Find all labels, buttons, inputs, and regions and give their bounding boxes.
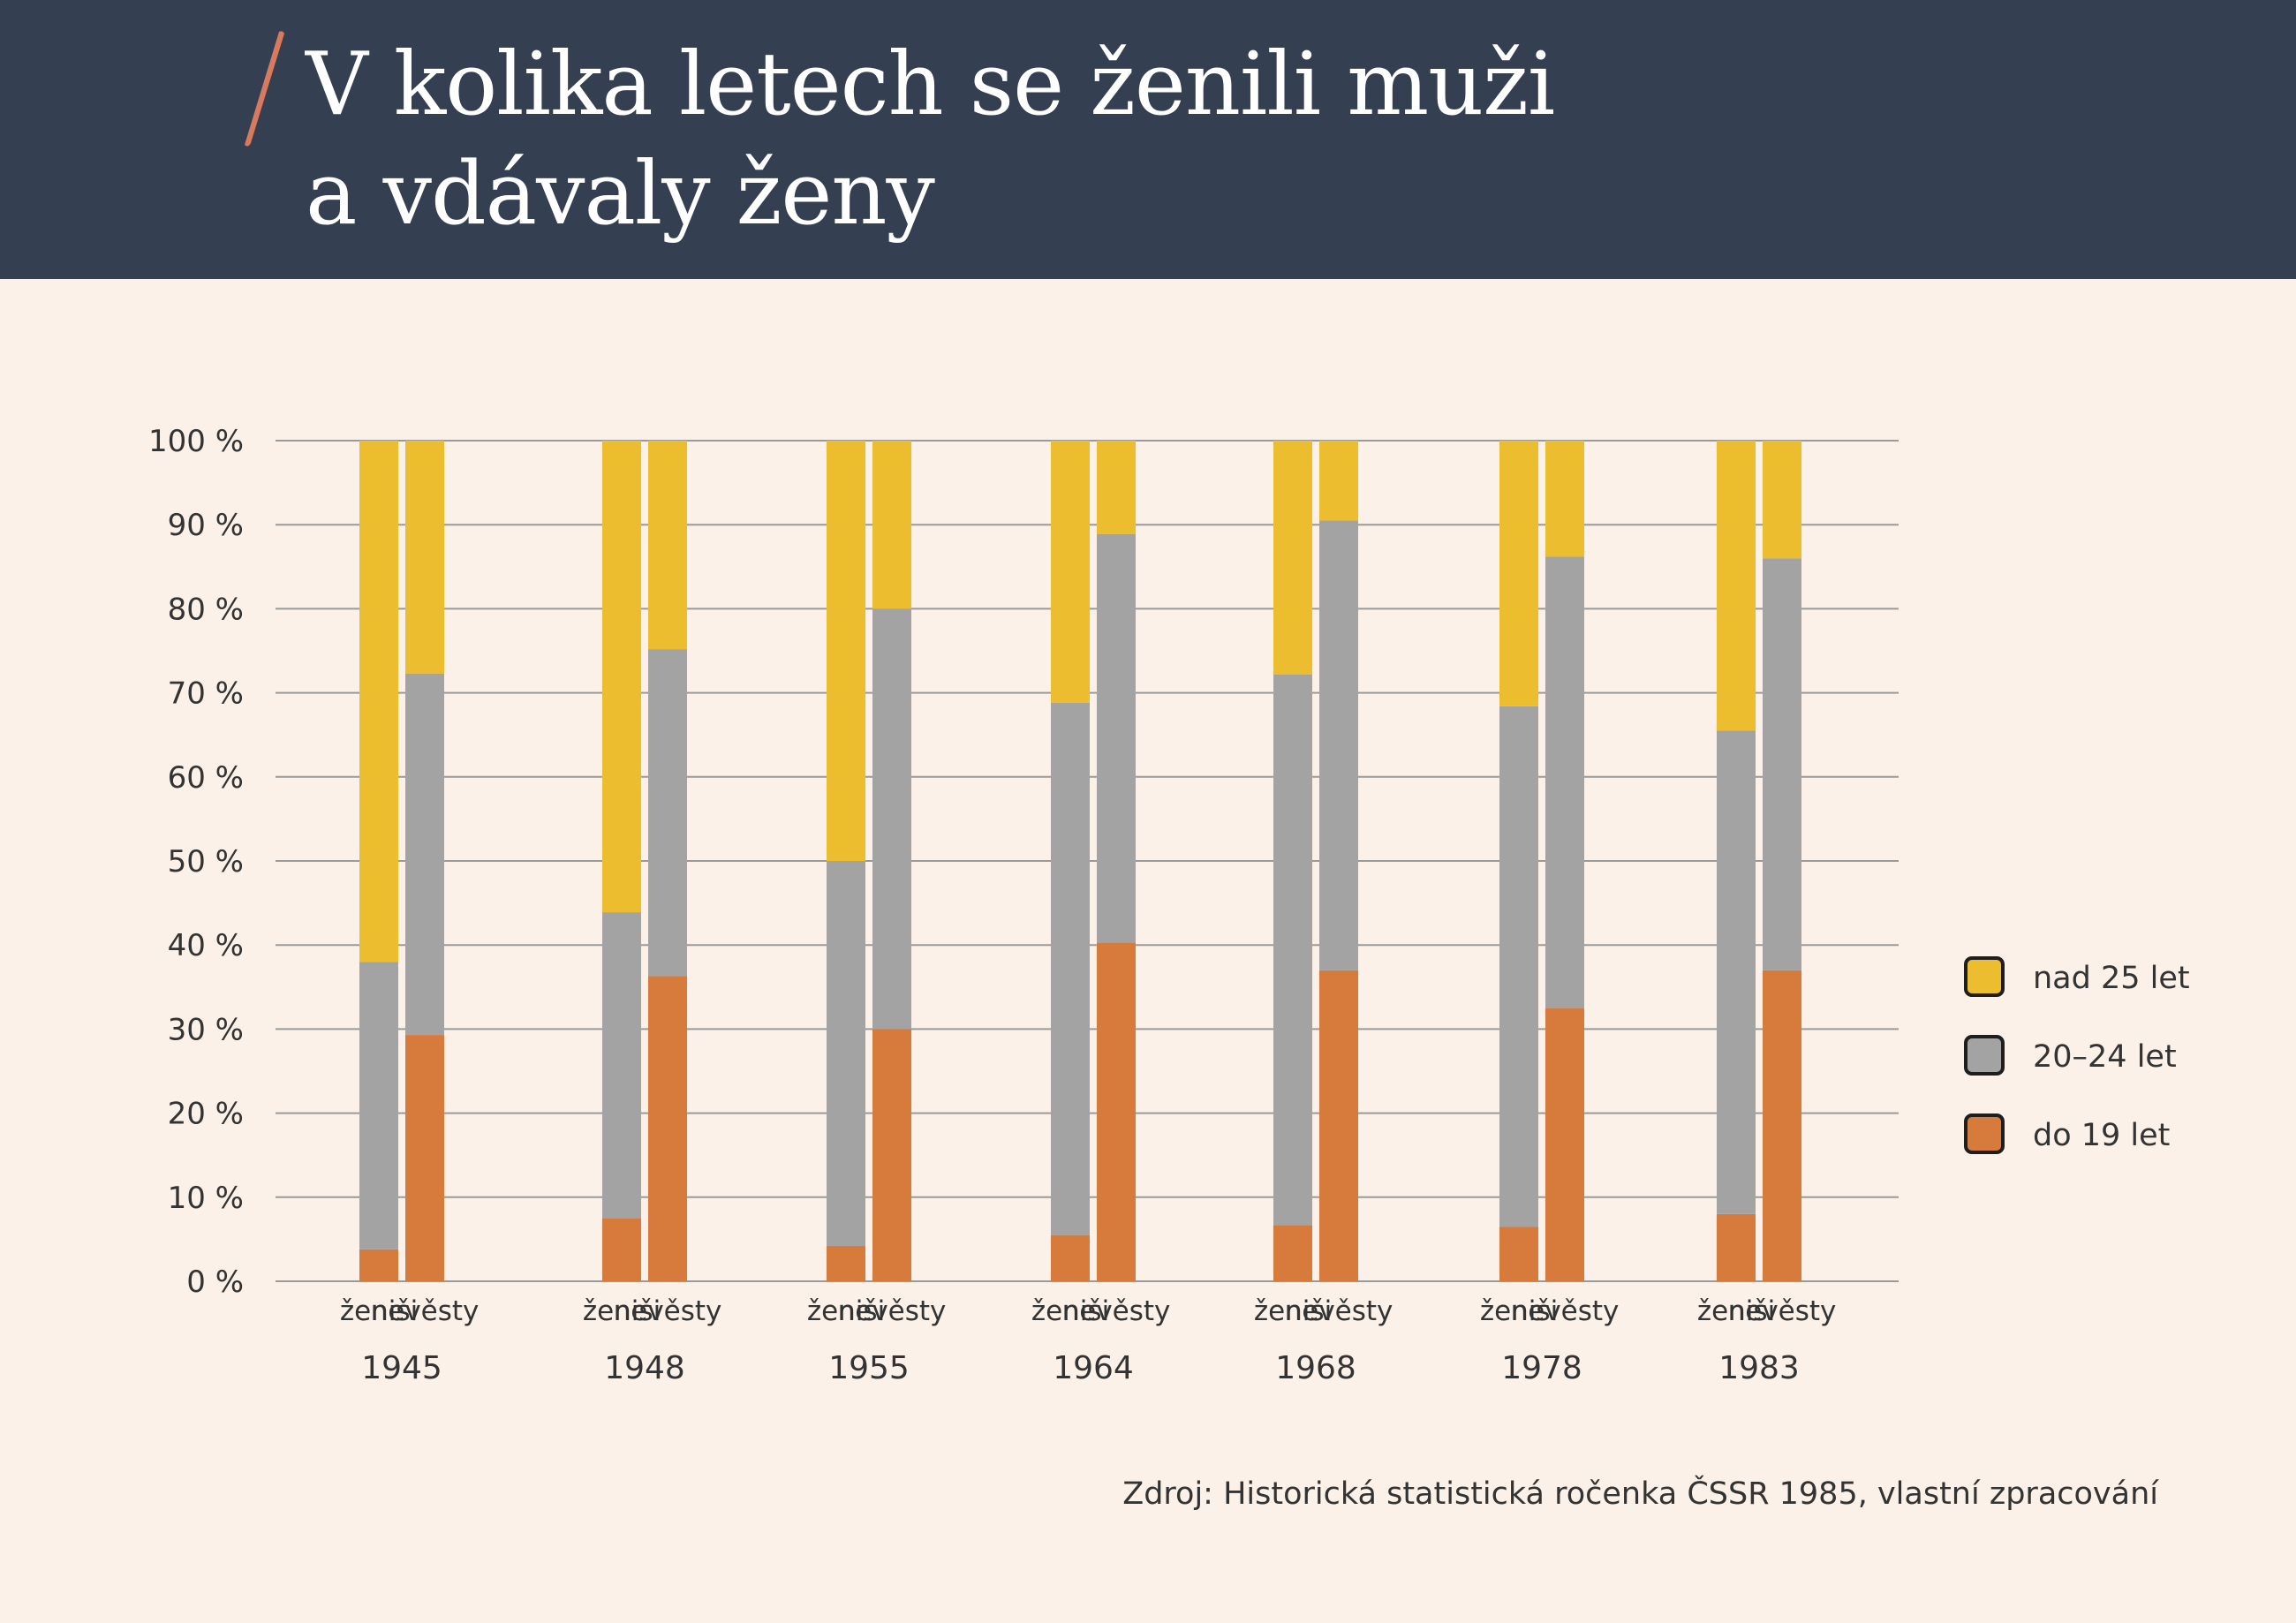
bar-segment: [1717, 441, 1756, 731]
bar-segment: [602, 441, 641, 913]
x-group-label: 1964: [1053, 1350, 1134, 1386]
bar-segment: [1499, 706, 1538, 1227]
bar-segment: [1319, 441, 1358, 521]
bar-segment: [1051, 703, 1090, 1235]
bar-segment: [359, 1249, 398, 1281]
bar-label: ženiši: [583, 1295, 661, 1327]
y-tick-label: 80 %: [168, 592, 244, 627]
bar-segment: [648, 649, 687, 977]
title-line-2: a vdávaly ženy: [306, 144, 935, 245]
bar-segment: [1545, 441, 1584, 557]
y-tick-label: 30 %: [168, 1012, 244, 1047]
bar-segment: [872, 1029, 911, 1281]
bar-segment: [1717, 730, 1756, 1214]
bar-segment: [359, 962, 398, 1249]
y-tick-label: 0 %: [186, 1264, 244, 1300]
y-tick-label: 10 %: [168, 1181, 244, 1216]
bar-label: nevěsty: [1728, 1295, 1837, 1327]
bar-segment: [1717, 1213, 1756, 1281]
bar-segment: [359, 441, 398, 962]
x-group-label: 1948: [604, 1350, 685, 1386]
bar-label: nevěsty: [371, 1295, 480, 1327]
y-tick-label: 100 %: [148, 424, 244, 459]
y-tick-label: 50 %: [168, 844, 244, 879]
legend-label: do 19 let: [2033, 1118, 2170, 1153]
bar-segment: [1763, 441, 1801, 559]
legend-swatch: [1964, 1113, 2005, 1154]
bar-segment: [405, 441, 444, 674]
title-line-1: V kolika letech se ženili muži: [306, 34, 1555, 135]
y-tick-label: 40 %: [168, 928, 244, 963]
bar-segment: [1545, 556, 1584, 1008]
bar-label: ženiši: [1697, 1295, 1775, 1327]
y-tick-label: 60 %: [168, 760, 244, 796]
bar-label: ženiši: [807, 1295, 885, 1327]
bar-label: ženiši: [340, 1295, 418, 1327]
bar-segment: [1097, 441, 1136, 534]
bar-label: nevěsty: [838, 1295, 947, 1327]
bar-segment: [1051, 1234, 1090, 1281]
bar-segment: [602, 912, 641, 1219]
legend-swatch: [1964, 956, 2005, 997]
bar-segment: [872, 608, 911, 1030]
source-note: Zdroj: Historická statistická ročenka ČS…: [1122, 1476, 2158, 1512]
bar-segment: [1763, 558, 1801, 970]
y-tick-label: 20 %: [168, 1097, 244, 1132]
bar-label: ženiši: [1480, 1295, 1558, 1327]
bar-segment: [1051, 441, 1090, 704]
bar-label: ženiši: [1031, 1295, 1109, 1327]
bar-segment: [648, 976, 687, 1281]
bar-segment: [405, 1035, 444, 1281]
bar-segment: [1319, 520, 1358, 970]
bar-segment: [827, 441, 865, 861]
x-group-label: 1955: [828, 1350, 910, 1386]
legend-label: nad 25 let: [2033, 961, 2190, 996]
bar-label: nevěsty: [1511, 1295, 1620, 1327]
bar-segment: [1273, 1225, 1312, 1281]
bar-label: nevěsty: [1062, 1295, 1171, 1327]
accent-slash-icon: [245, 31, 284, 147]
x-group-label: 1983: [1718, 1350, 1800, 1386]
stacked-bar-chart: 0 % 10 % 20 % 30 % 40 % 50 % 60 % 70 % 80 % 90 % 1…: [148, 424, 2190, 1386]
header-banner: V kolika letech se ženili muži a vdávaly…: [0, 0, 2296, 279]
bar-segment: [827, 1246, 865, 1281]
x-group-label: 1945: [361, 1350, 442, 1386]
bar-label: nevěsty: [614, 1295, 722, 1327]
bar-segment: [1499, 441, 1538, 706]
y-tick-label: 90 %: [168, 508, 244, 543]
page-title: V kolika letech se ženili muži a vdávaly…: [306, 30, 1555, 249]
bar-segment: [872, 441, 911, 609]
bar-segment: [1273, 441, 1312, 675]
bar-segment: [1545, 1008, 1584, 1281]
legend-swatch: [1964, 1035, 2005, 1076]
x-group-label: 1978: [1501, 1350, 1582, 1386]
bar-segment: [1499, 1227, 1538, 1281]
bar-segment: [1319, 970, 1358, 1281]
bar-segment: [827, 861, 865, 1247]
bar-label: ženiši: [1254, 1295, 1332, 1327]
bar-segment: [1097, 942, 1136, 1281]
bar-segment: [602, 1218, 641, 1281]
bar-segment: [405, 673, 444, 1036]
bar-segment: [1273, 674, 1312, 1226]
x-group-label: 1968: [1275, 1350, 1356, 1386]
bar-segment: [648, 441, 687, 650]
legend-label: 20–24 let: [2033, 1039, 2177, 1075]
bar-segment: [1763, 970, 1801, 1281]
bar-segment: [1097, 533, 1136, 943]
bar-label: nevěsty: [1285, 1295, 1393, 1327]
y-tick-label: 70 %: [168, 676, 244, 712]
